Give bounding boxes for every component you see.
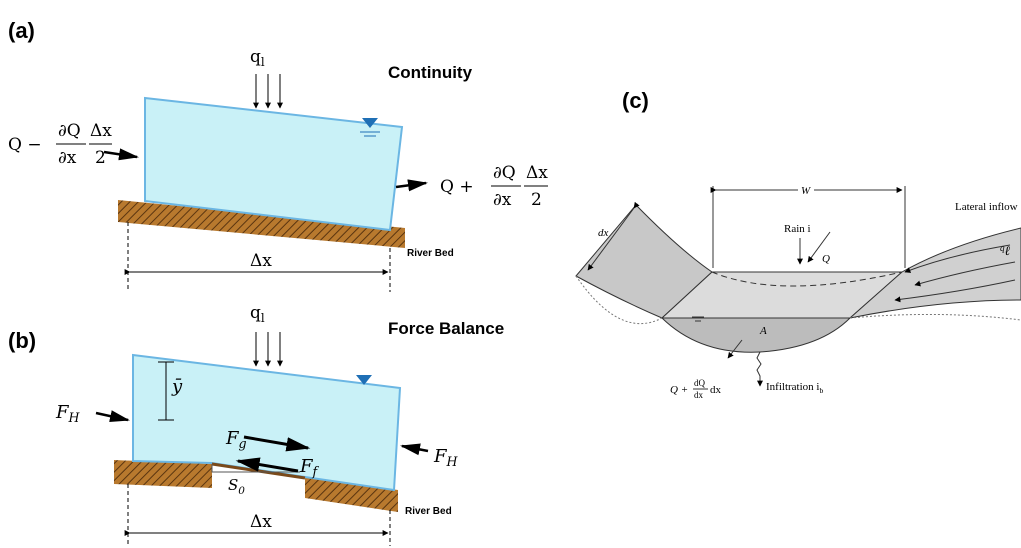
depth-label: ȳ [171,376,183,397]
symbol: S [228,476,238,494]
fraction-den: dx [694,390,704,400]
slope-label: S0 [228,476,245,497]
length-label: Δx [250,512,272,532]
formula-lead: Q + [440,177,474,197]
subscript: H [68,410,81,425]
lateral-inflow-label: Lateral inflow [955,201,1018,213]
subscript: 0 [238,485,245,497]
figure: (a) ql Continuity Q − ∂Q ∂x Δx 2 Q + ∂Q … [0,0,1021,548]
infiltration-label: Infiltration ib [766,381,823,395]
inflow-arrows [256,332,280,366]
outflow-tail: dx [710,384,722,396]
subscript: b [819,386,823,395]
subscript: ℓ [1005,243,1011,258]
panel-title: Force Balance [388,319,504,338]
fraction-num: ∂Q [58,121,81,141]
arrow [96,413,128,420]
fraction-num: dQ [694,378,706,388]
symbol: q [250,303,261,323]
fraction-num: ∂Q [493,163,516,183]
fraction-den: ∂x [58,148,77,168]
panel-label: (b) [8,328,36,353]
text: Infiltration i [766,381,819,393]
force-label: FH [433,446,459,469]
fraction-num: Δx [90,121,112,141]
panel-c: (c) W Rain i Q Lateral inflow qℓ dx A Q … [575,88,1021,408]
flow-label: Q [822,253,830,265]
inflow-arrows [256,74,280,108]
subscript: l [261,311,265,325]
panel-title: Continuity [388,63,473,82]
bed-label: River Bed [407,248,454,259]
arrow [104,152,137,157]
fraction-num: Δx [526,163,548,183]
arrow [402,446,428,451]
fraction-den: 2 [531,190,542,210]
outflow-lead: Q + [670,384,688,396]
arrow [396,183,426,187]
width-label: W [801,185,811,197]
length-label: Δx [250,251,272,271]
area-label: A [759,325,767,337]
force-label: FH [55,402,81,425]
panel-a: (a) ql Continuity Q − ∂Q ∂x Δx 2 Q + ∂Q … [8,18,548,292]
symbol: q [250,47,261,67]
subscript: H [446,454,459,469]
dx-label: dx [598,227,609,239]
river-bed [114,460,212,488]
rain-label: Rain i [784,223,811,235]
formula-lead: Q − [8,135,42,155]
panel-b: (b) ql Force Balance FH ȳ Fg Ff S0 FH Ri… [8,303,504,546]
subscript: l [261,55,265,69]
panel-label: (c) [622,88,649,113]
bed-label: River Bed [405,506,452,517]
lateral-inflow: ql [250,303,265,325]
panel-label: (a) [8,18,35,43]
lateral-inflow: ql [250,47,265,69]
fraction-den: ∂x [493,190,512,210]
